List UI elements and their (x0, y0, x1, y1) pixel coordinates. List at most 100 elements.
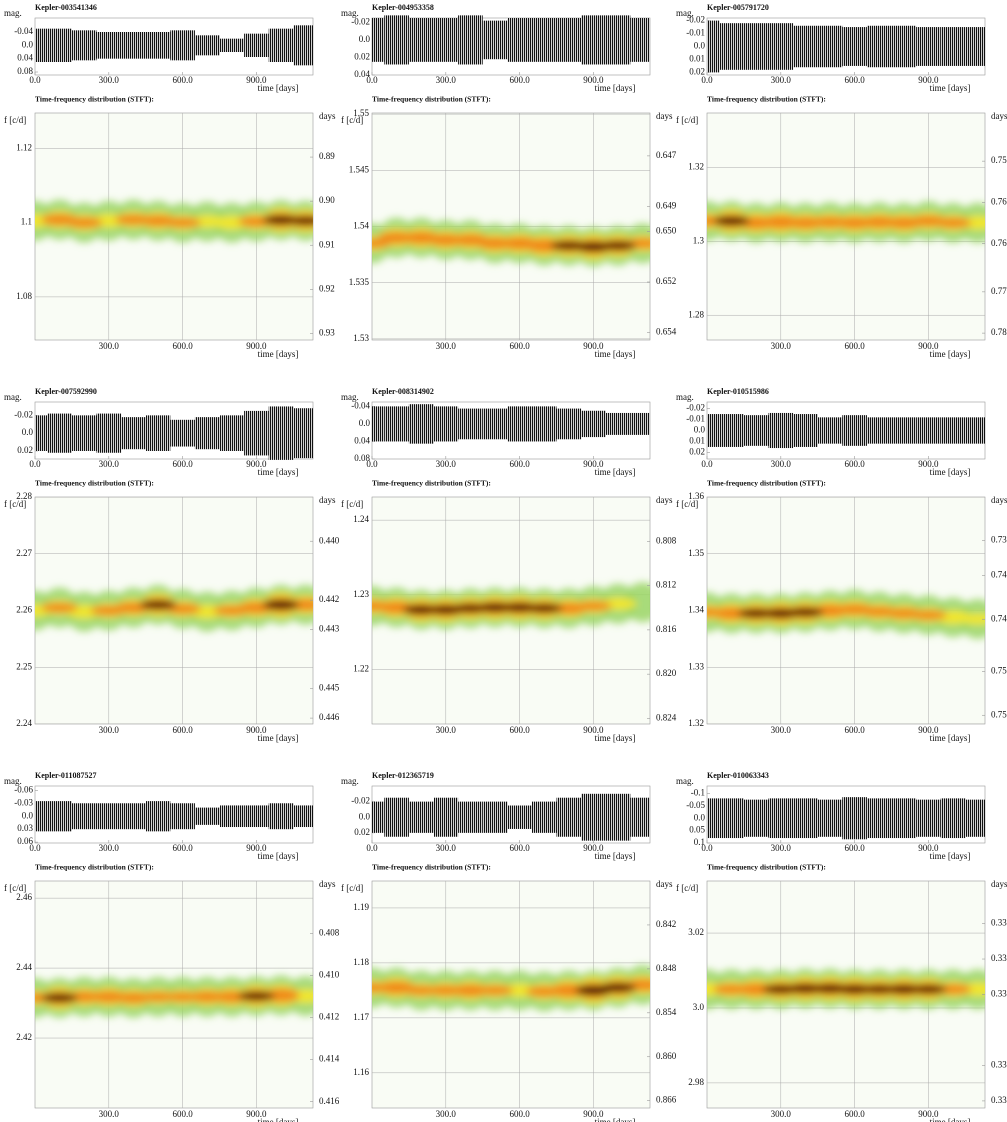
mag-label: mag. (341, 776, 359, 786)
period-tick-label: 0.446 (319, 712, 340, 722)
period-label: days (991, 495, 1007, 505)
period-tick-label: 0.410 (319, 970, 340, 980)
lc-envelope (842, 415, 867, 446)
period-tick-label: 0.854 (656, 1007, 677, 1017)
lc-envelope (707, 798, 719, 838)
lc-envelope (606, 794, 631, 841)
lc-envelope (818, 417, 843, 443)
lc-y-tick-label: -0.04 (14, 26, 33, 36)
star-name: Kepler-008314902 (372, 387, 434, 396)
lc-y-tick-label: 0.03 (17, 823, 33, 833)
lc-envelope (916, 417, 941, 443)
lc-envelope (941, 798, 966, 838)
lc-envelope (72, 30, 97, 60)
hm-x-tick-label: 600.0 (844, 1109, 865, 1119)
period-tick-label: 0.416 (319, 1096, 340, 1106)
period-tick-label: 0.90 (319, 195, 335, 205)
hm-x-tick-label: 300.0 (771, 341, 792, 351)
ridge-blob (526, 604, 563, 613)
lc-y-tick-label: 0.0 (22, 39, 34, 49)
lc-envelope (35, 801, 47, 831)
time-label: time [days] (930, 467, 971, 477)
lc-envelope (769, 23, 794, 70)
lc-envelope (744, 23, 769, 70)
lc-envelope (409, 404, 434, 443)
lc-envelope (965, 417, 985, 443)
ridge-blob (787, 608, 824, 617)
lc-envelope (965, 800, 985, 837)
ridge-blob (575, 601, 612, 611)
ridge (17, 200, 325, 243)
freq-label: f [c/d] (676, 883, 698, 893)
time-label: time [days] (930, 851, 971, 861)
lc-y-tick-label: 0.0 (694, 812, 706, 822)
lc-envelope (606, 413, 631, 435)
lc-y-tick-label: -0.02 (686, 403, 705, 413)
f-tick-label: 1.16 (353, 1067, 369, 1077)
star-name: Kepler-011087527 (35, 771, 96, 780)
stft-title: Time-frequency distribution (STFT): (707, 479, 826, 488)
hm-x-tick-label: 300.0 (99, 341, 120, 351)
f-tick-label: 2.44 (16, 962, 32, 972)
ridge-blob (238, 992, 275, 1001)
period-tick-label: 0.866 (656, 1095, 677, 1105)
f-tick-label: 1.08 (16, 291, 32, 301)
lc-envelope (220, 805, 245, 827)
lc-y-tick-label: 0.0 (359, 34, 371, 44)
lc-envelope (606, 15, 631, 64)
lc-y-tick-label: -0.04 (351, 400, 370, 410)
lc-y-tick-label: 0.0 (22, 810, 34, 820)
freq-label: f [c/d] (341, 883, 363, 893)
lc-envelope (146, 32, 171, 59)
lc-envelope (719, 23, 744, 70)
ridge-blob (910, 610, 947, 620)
f-tick-label: 1.54 (353, 221, 369, 231)
period-label: days (656, 495, 673, 505)
period-tick-label: 0.742 (991, 570, 1007, 580)
ridge-blob (910, 985, 947, 994)
lc-envelope (72, 415, 97, 451)
time-label: time [days] (258, 851, 299, 861)
lc-envelope (719, 798, 744, 838)
hm-x-tick-label: 300.0 (99, 1109, 120, 1119)
lc-envelope (507, 406, 532, 441)
lc-y-tick-label: -0.02 (686, 15, 705, 25)
time-label: time [days] (595, 851, 636, 861)
lc-x-tick-label: 300.0 (771, 459, 792, 469)
lc-y-tick-label: 0.01 (689, 54, 705, 64)
time-label: time [days] (258, 467, 299, 477)
lc-x-tick-label: 300.0 (436, 459, 457, 469)
lc-envelope (867, 26, 892, 67)
f-tick-label: 2.28 (16, 491, 32, 501)
lc-envelope (532, 18, 557, 62)
f-tick-label: 1.36 (688, 491, 704, 501)
lc-y-tick-label: 0.0 (694, 425, 706, 435)
time-label: time [days] (595, 1117, 636, 1122)
period-tick-label: 0.753 (991, 666, 1007, 676)
f-tick-label: 1.53 (353, 333, 369, 343)
period-tick-label: 0.442 (319, 594, 339, 604)
time-label: time [days] (595, 83, 636, 93)
period-tick-label: 0.91 (319, 239, 335, 249)
lc-envelope (557, 409, 582, 440)
f-tick-label: 1.545 (349, 164, 370, 174)
star-name: Kepler-010063343 (707, 771, 769, 780)
period-tick-label: 0.860 (656, 1051, 677, 1061)
period-label: days (656, 879, 673, 889)
period-tick-label: 0.756 (991, 155, 1007, 165)
lc-y-tick-label: -0.02 (14, 409, 33, 419)
lc-x-tick-label: 300.0 (436, 75, 457, 85)
lc-envelope (269, 29, 294, 62)
mag-label: mag. (4, 8, 22, 18)
lc-envelope (384, 798, 409, 837)
ridge-blob (66, 217, 103, 228)
lc-y-tick-label: -0.02 (351, 796, 370, 806)
hm-x-tick-label: 600.0 (509, 725, 530, 735)
period-tick-label: 0.408 (319, 928, 340, 938)
period-tick-label: 0.647 (656, 150, 677, 160)
lc-y-tick-label: -0.06 (14, 784, 33, 794)
f-tick-label: 2.24 (16, 718, 32, 728)
lc-envelope (483, 802, 508, 833)
